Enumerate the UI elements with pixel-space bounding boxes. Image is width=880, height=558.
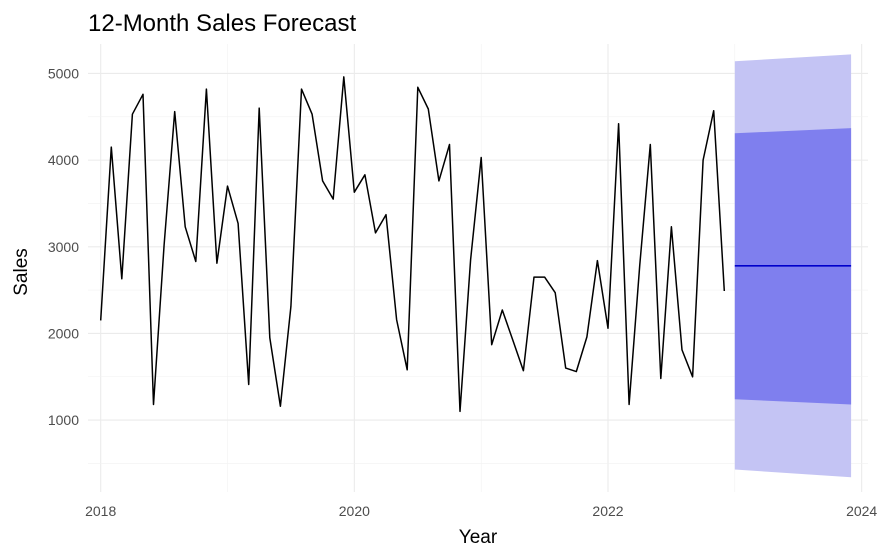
x-tick-label: 2024 <box>846 503 877 519</box>
y-axis-ticks: 1000 2000 3000 4000 5000 <box>48 65 79 428</box>
series-lines <box>99 76 852 413</box>
y-tick-label: 1000 <box>48 412 79 428</box>
y-tick-label: 3000 <box>48 239 79 255</box>
x-axis-ticks: 2018 2020 2022 2024 <box>85 503 877 519</box>
plot-area <box>88 44 868 492</box>
y-axis-title: Sales <box>11 248 32 296</box>
y-tick-label: 4000 <box>48 152 79 168</box>
chart-title: 12-Month Sales Forecast <box>88 10 356 37</box>
x-tick-label: 2022 <box>592 503 623 519</box>
y-tick-label: 2000 <box>48 325 79 341</box>
x-axis-title: Year <box>459 527 498 548</box>
observed-sales-line <box>99 76 726 413</box>
x-tick-label: 2018 <box>85 503 116 519</box>
x-tick-label: 2020 <box>339 503 370 519</box>
y-tick-label: 5000 <box>48 65 79 81</box>
